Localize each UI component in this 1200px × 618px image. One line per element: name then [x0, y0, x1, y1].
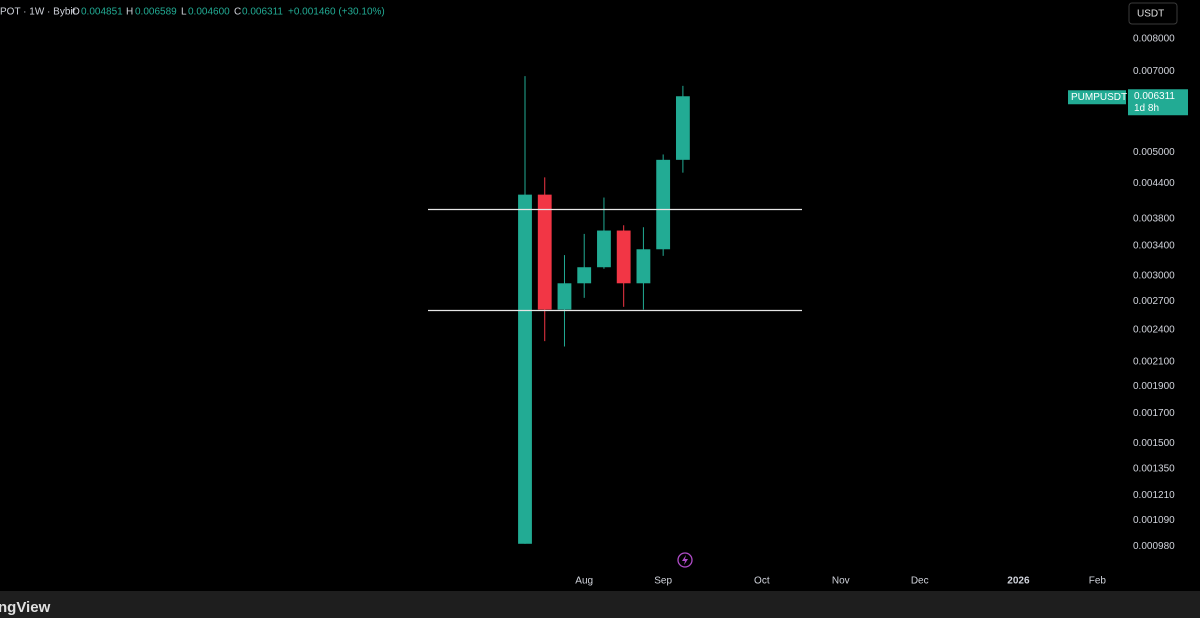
- footer-bar: [0, 591, 1200, 618]
- countdown: 1d 8h: [1134, 103, 1159, 114]
- header: POT · 1W · Bybit O 0.004851 H 0.006589 L…: [0, 7, 385, 18]
- open-prefix: O: [72, 7, 80, 18]
- low-prefix: L: [181, 7, 187, 18]
- high-prefix: H: [126, 7, 133, 18]
- y-tick-label: 0.002100: [1133, 357, 1175, 368]
- y-tick-label: 0.001700: [1133, 408, 1175, 419]
- symbol-tag: [1068, 90, 1126, 105]
- y-tick-label: 0.007000: [1133, 66, 1175, 77]
- currency-button[interactable]: [1128, 2, 1178, 25]
- y-tick-label: 0.001350: [1133, 463, 1175, 474]
- x-tick-label: Aug: [575, 576, 593, 587]
- candle-body: [577, 267, 592, 284]
- y-tick-label: 0.004400: [1133, 178, 1175, 189]
- candle-body: [597, 230, 611, 268]
- candle-body: [656, 159, 671, 250]
- symbol-tag-label: PUMPUSDT: [1071, 92, 1127, 103]
- y-tick-label: 0.002700: [1133, 296, 1175, 307]
- y-tick-label: 0.000980: [1133, 541, 1175, 552]
- low-value: 0.004600: [188, 7, 230, 18]
- symbol: POT · 1W · Bybit: [0, 7, 76, 18]
- candle-body: [557, 283, 572, 310]
- currency-button-label[interactable]: USDT: [1137, 9, 1164, 20]
- y-tick-label: 0.003000: [1133, 271, 1175, 282]
- y-tick-label: 0.001500: [1133, 438, 1175, 449]
- open-value: 0.004851: [81, 7, 123, 18]
- candle-body: [537, 194, 552, 310]
- price-tag-label: 0.006311: [1134, 91, 1175, 102]
- y-tick-label: 0.008000: [1133, 34, 1175, 45]
- x-tick-label: Nov: [832, 576, 850, 587]
- candle-body: [518, 194, 532, 544]
- x-tick-label: Oct: [754, 576, 770, 587]
- x-tick-label: Feb: [1089, 576, 1107, 587]
- price-tag: [1128, 89, 1188, 116]
- candle-body: [675, 96, 690, 160]
- y-tick-label: 0.001090: [1133, 515, 1175, 526]
- x-tick-label: 2026: [1007, 576, 1030, 587]
- change: +0.001460 (+30.10%): [288, 7, 385, 18]
- x-tick-label: Dec: [911, 576, 929, 587]
- close-value: 0.006311: [242, 7, 283, 18]
- high-value: 0.006589: [135, 7, 177, 18]
- y-tick-label: 0.005000: [1133, 147, 1175, 158]
- y-tick-label: 0.001210: [1133, 490, 1175, 501]
- brand: ngView: [0, 599, 51, 616]
- candle-body: [636, 249, 651, 284]
- x-tick-label: Sep: [654, 576, 672, 587]
- lightning-icon: [677, 552, 693, 568]
- y-tick-label: 0.003400: [1133, 240, 1175, 251]
- y-tick-label: 0.002400: [1133, 324, 1175, 335]
- y-tick-label: 0.003800: [1133, 213, 1175, 224]
- y-tick-label: 0.001900: [1133, 381, 1175, 392]
- candle-body: [616, 230, 631, 284]
- close-prefix: C: [234, 7, 241, 18]
